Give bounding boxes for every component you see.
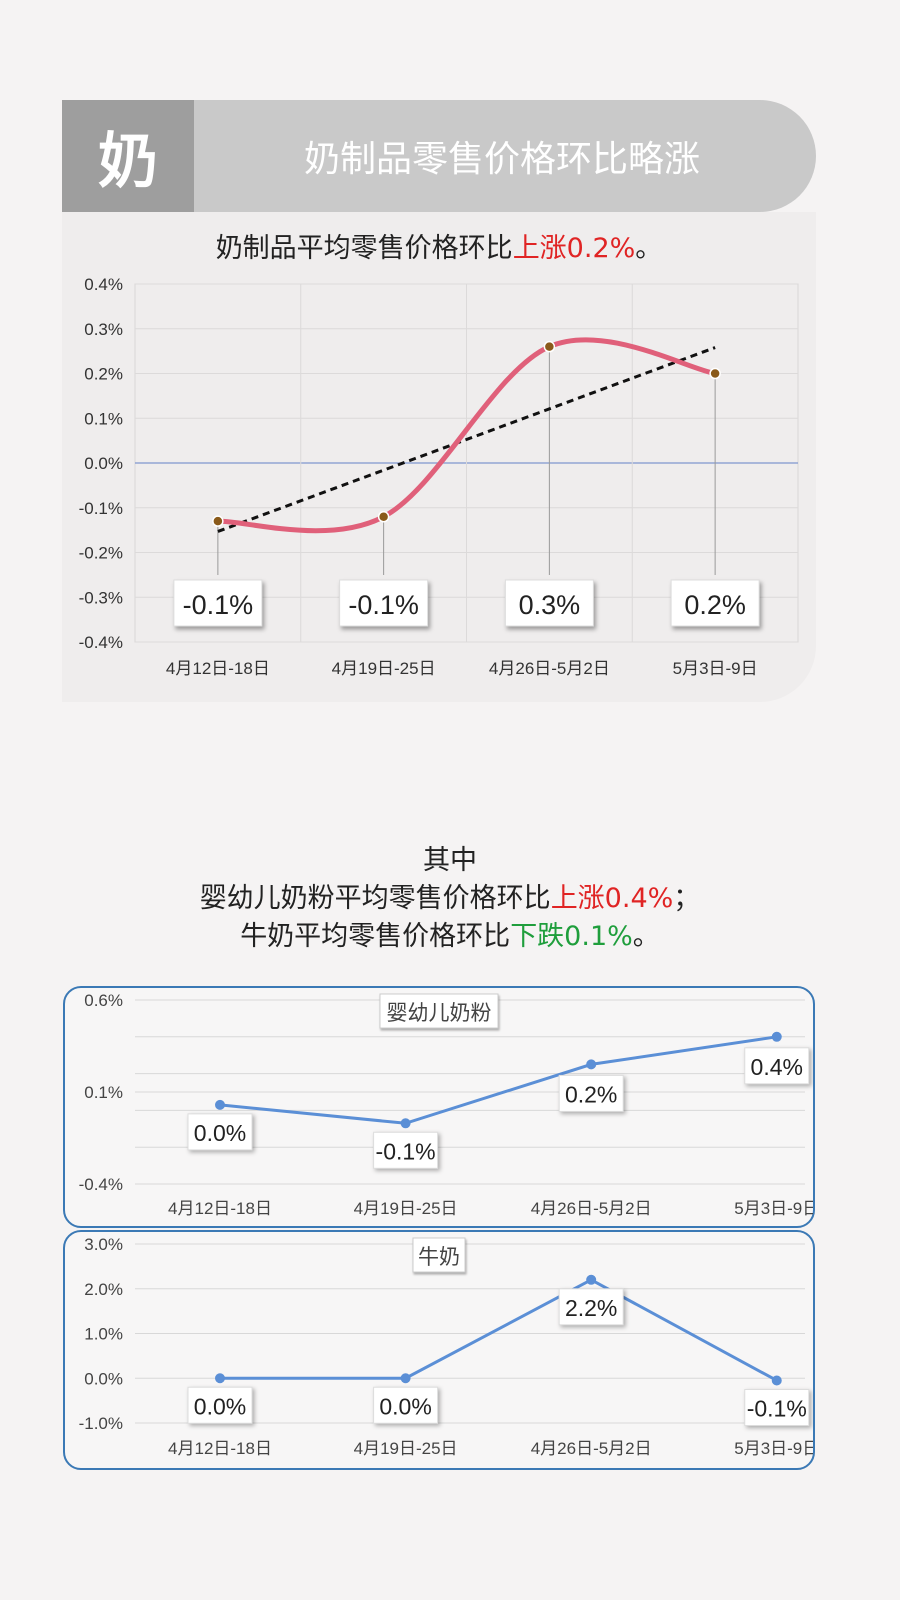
main-line-chart: 0.4% 0.3% 0.2% 0.1% 0.0% -0.1% -0.2% -0.3% -0.4%… [79, 275, 799, 678]
data-label: 0.2% [684, 590, 746, 620]
x-tick-label: 4月12日-18日 [168, 1439, 272, 1458]
data-label-box [744, 1047, 810, 1085]
detail-line-1: 其中 [423, 845, 477, 876]
main-summary-prefix: 奶制品平均零售价格环比 [215, 233, 513, 264]
y-tick-label: 0.2% [84, 365, 123, 384]
data-label-box [558, 1288, 624, 1326]
y-tick-label: 0.0% [84, 454, 123, 473]
x-tick-label: 4月26日-5月2日 [531, 1199, 652, 1218]
data-label-box [173, 579, 263, 627]
infant-formula-panel: 0.6% 0.1% -0.4% 4月12日-18日 4月19日-25日 4月26日-5月2… [63, 986, 820, 1228]
detail-line-2-prefix: 婴幼儿奶粉平均零售价格环比 [199, 883, 551, 914]
data-point [586, 1059, 597, 1070]
infant-formula-chart: 0.6% 0.1% -0.4% 4月12日-18日 4月19日-25日 4月26日-5月2… [79, 991, 820, 1218]
x-tick-label: 5月3日-9日 [734, 1199, 813, 1218]
y-tick-label: -0.1% [79, 499, 123, 518]
data-label: 0.0% [379, 1393, 431, 1419]
detail-line-3-prefix: 牛奶平均零售价格环比 [240, 921, 511, 952]
data-label: -0.1% [747, 1395, 807, 1421]
data-point [543, 340, 556, 353]
data-point [586, 1274, 597, 1285]
detail-line-2-highlight: 上涨0.4% [550, 883, 674, 914]
milk-chart: 3.0% 2.0% 1.0% 0.0% -1.0% 4月12日-18日 4月19日-25日 4… [79, 1235, 820, 1458]
data-label-box [558, 1074, 624, 1112]
y-tick-label: 0.1% [84, 1083, 123, 1102]
y-tick-label: 2.0% [84, 1280, 123, 1299]
chart-title: 婴幼儿奶粉 [387, 1002, 492, 1025]
x-tick-label: 4月19日-25日 [354, 1439, 458, 1458]
x-tick-label: 4月12日-18日 [166, 659, 270, 678]
y-tick-label: -0.4% [79, 1175, 123, 1194]
header-title: 奶制品零售价格环比略涨 [303, 139, 700, 180]
y-tick-label: 3.0% [84, 1235, 123, 1254]
y-tick-label: -0.3% [79, 588, 123, 607]
y-tick-label: -0.2% [79, 544, 123, 563]
data-label: -0.1% [376, 1138, 436, 1164]
data-point [771, 1031, 782, 1042]
y-tick-label: 0.1% [84, 409, 123, 428]
section-header: 奶 奶制品零售价格环比略涨 [62, 100, 816, 212]
data-point [212, 515, 224, 527]
y-tick-label: -1.0% [79, 1414, 123, 1433]
x-tick-label: 5月3日-9日 [734, 1439, 813, 1458]
y-tick-label: 0.4% [84, 275, 123, 294]
data-label: 0.0% [194, 1393, 246, 1419]
data-point [215, 1373, 225, 1384]
chart-title-box [412, 1237, 466, 1273]
data-label: 2.2% [565, 1295, 617, 1321]
series-line [215, 337, 718, 534]
header-badge: 奶 [62, 100, 194, 212]
data-label: 0.3% [519, 590, 581, 620]
detail-line-3-highlight: 下跌0.1% [510, 921, 633, 952]
detail-line-3: 牛奶平均零售价格环比下跌0.1%。 [0, 918, 900, 956]
y-tick-label: 0.3% [84, 320, 123, 339]
x-tick-label: 5月3日-9日 [673, 659, 758, 678]
x-tick-label: 4月19日-25日 [332, 659, 436, 678]
x-tick-label: 4月26日-5月2日 [531, 1439, 652, 1458]
detail-line-2: 婴幼儿奶粉平均零售价格环比上涨0.4%； [0, 880, 900, 918]
chart-title-box [379, 993, 499, 1029]
x-tick-label: 4月12日-18日 [168, 1199, 272, 1218]
data-label-box [744, 1388, 810, 1426]
y-tick-label: 0.6% [84, 991, 123, 1010]
data-point [771, 1375, 782, 1386]
data-label-box [373, 1131, 439, 1169]
detail-line-3-suffix: 。 [632, 921, 660, 952]
data-label-box [339, 579, 429, 627]
detail-line-2-suffix: ； [673, 883, 701, 914]
main-summary: 奶制品平均零售价格环比上涨0.2%。 [62, 226, 816, 265]
trend-line [217, 346, 716, 533]
data-point [400, 1118, 411, 1129]
y-tick-label: -0.4% [79, 633, 123, 652]
data-label: -0.1% [183, 590, 254, 620]
main-summary-suffix: 。 [635, 233, 663, 264]
detail-summary: 其中 婴幼儿奶粉平均零售价格环比上涨0.4%； 牛奶平均零售价格环比下跌0.1%… [0, 842, 900, 956]
series-line [219, 1035, 777, 1125]
data-label: 0.0% [194, 1120, 246, 1146]
y-tick-label: 0.0% [84, 1369, 123, 1388]
data-label: 0.4% [751, 1054, 803, 1080]
data-point [377, 510, 390, 523]
series-line [220, 1278, 778, 1382]
data-label: 0.2% [565, 1081, 617, 1107]
main-summary-highlight: 上涨0.2% [512, 233, 636, 264]
data-label-box [187, 1113, 253, 1151]
data-label-box [187, 1386, 253, 1424]
data-label: -0.1% [348, 590, 419, 620]
milk-panel: 3.0% 2.0% 1.0% 0.0% -1.0% 4月12日-18日 4月19日-25日 4… [63, 1230, 820, 1470]
x-tick-label: 4月19日-25日 [354, 1199, 458, 1218]
x-tick-label: 4月26日-5月2日 [489, 659, 610, 678]
data-point [400, 1373, 411, 1384]
data-label-box [373, 1386, 439, 1424]
y-tick-label: 1.0% [84, 1325, 123, 1344]
chart-title: 牛奶 [418, 1246, 460, 1269]
data-point [709, 367, 721, 380]
data-point [215, 1099, 225, 1110]
data-label-box [670, 579, 760, 627]
data-label-box [504, 579, 594, 627]
